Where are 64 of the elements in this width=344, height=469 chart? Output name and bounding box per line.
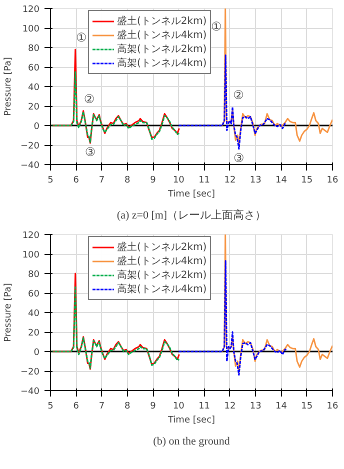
x-axis-title: Time [sec] [166,190,216,200]
y-axis-title: Pressure [Pa] [4,57,14,116]
y-tick-label: 0 [34,348,40,358]
annotation: ② [84,92,95,106]
y-tick-label: −40 [20,387,40,397]
legend-label: 盛土(トンネル2km) [117,240,207,254]
y-axis-title: Pressure [Pa] [4,283,14,342]
y-tick-label: 120 [22,231,40,241]
line-series [50,71,180,143]
annotation: ③ [84,145,96,160]
x-tick-label: 11 [198,176,210,186]
x-tick-label: 14 [276,176,288,186]
annotation: ① [210,20,222,34]
x-tick-label: 13 [250,402,262,412]
text: (a) z=0 [m]（レール上面高さ） [116,208,266,222]
x-tick-label: 10 [172,176,185,186]
y-tick-label: −40 [20,161,40,171]
x-tick-label: 6 [73,402,80,412]
text: (b) on the ground [153,436,230,448]
y-tick-label: 40 [28,83,40,93]
x-tick-label: 15 [301,402,313,412]
x-tick-label: 5 [48,402,54,412]
legend-label: 高架(トンネル4km) [117,282,207,296]
y-tick-label: 0 [34,122,40,132]
x-tick-label: 11 [198,402,210,412]
x-tick-label: 7 [98,402,105,412]
x-tick-label: 9 [150,176,156,186]
x-tick-label: 16 [326,402,338,412]
y-tick-label: 60 [28,64,40,74]
y-tick-label: 100 [22,250,40,260]
y-tick-label: 80 [28,270,40,280]
annotation: ② [233,88,244,102]
y-tick-label: −20 [20,368,40,378]
legend-label: 高架(トンネル2km) [117,268,207,282]
x-tick-label: 7 [98,176,105,186]
x-tick-label: 10 [172,402,185,412]
legend-label: 高架(トンネル2km) [117,42,207,56]
x-tick-label: 14 [276,402,288,412]
x-tick-label: 5 [48,176,54,186]
y-tick-label: 40 [28,309,40,319]
x-tick-label: 16 [326,176,338,186]
x-tick-label: 9 [150,402,156,412]
legend-label: 高架(トンネル4km) [117,56,207,70]
annotation: ③ [234,150,244,165]
y-tick-label: 120 [22,5,40,15]
x-axis-title: Time [sec] [166,416,216,426]
x-tick-label: 13 [250,176,262,186]
x-tick-label: 12 [224,176,236,186]
y-tick-label: 60 [28,290,40,300]
x-tick-label: 6 [73,176,80,186]
x-tick-label: 8 [124,402,131,412]
y-tick-label: 20 [28,328,40,338]
line-series [222,8,332,146]
y-tick-label: 100 [22,24,40,34]
legend-label: 盛土(トンネル2km) [117,14,207,28]
legend-label: 盛土(トンネル4km) [117,254,207,268]
x-tick-label: 12 [224,402,236,412]
y-tick-label: 20 [28,102,40,112]
annotation: ① [76,30,87,44]
x-tick-label: 15 [301,176,313,186]
legend-label: 盛土(トンネル4km) [117,28,207,42]
x-tick-label: 8 [124,176,131,186]
y-tick-label: −20 [20,142,40,152]
y-tick-label: 80 [28,44,40,54]
